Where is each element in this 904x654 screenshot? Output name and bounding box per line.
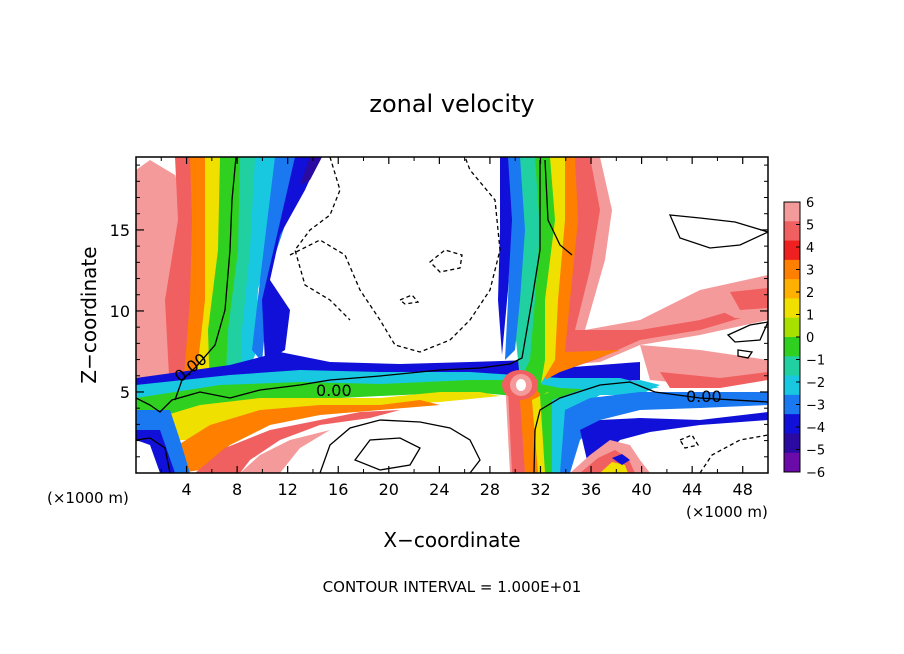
x-tick-label: 16 bbox=[328, 480, 348, 499]
contour-dashed bbox=[679, 434, 700, 449]
colorbar-label: −2 bbox=[806, 376, 825, 391]
field-region bbox=[560, 392, 768, 473]
x-tick-label: 44 bbox=[682, 480, 702, 499]
x-axis-label: X−coordinate bbox=[383, 528, 520, 552]
colorbar-swatch bbox=[784, 375, 800, 396]
colorbar-swatch bbox=[784, 202, 800, 222]
y-axis: 5 10 15 bbox=[110, 164, 768, 458]
contour bbox=[319, 419, 481, 473]
colorbar-label: 1 bbox=[806, 309, 814, 324]
contour-zero bbox=[533, 381, 768, 473]
field-region bbox=[560, 157, 768, 365]
field-region bbox=[262, 157, 320, 362]
contour-dashed bbox=[294, 157, 351, 321]
colorbar-swatch bbox=[784, 221, 800, 242]
field-region bbox=[150, 392, 500, 440]
x-tick-label: 32 bbox=[530, 480, 550, 499]
colorbar-swatch bbox=[784, 452, 800, 473]
colorbar-swatch bbox=[784, 414, 800, 434]
colorbar-label: 3 bbox=[806, 264, 814, 279]
contour-label: 0.00 bbox=[686, 387, 722, 406]
x-tick-label: 48 bbox=[733, 480, 753, 499]
contour bbox=[737, 349, 754, 359]
colorbar-label: 0 bbox=[806, 331, 814, 346]
x-tick-label: 20 bbox=[379, 480, 399, 499]
colorbar-label: −6 bbox=[806, 466, 825, 481]
y-tick-label: 15 bbox=[110, 221, 130, 240]
x-tick-label: 28 bbox=[480, 480, 500, 499]
colorbar-swatch bbox=[784, 337, 800, 357]
x-tick-label: 40 bbox=[631, 480, 651, 499]
contour bbox=[136, 437, 171, 473]
contour-label: 0.00 bbox=[316, 381, 352, 400]
contour-dashed bbox=[289, 157, 501, 353]
colorbar-swatch bbox=[784, 298, 800, 319]
plot-frame bbox=[135, 156, 769, 474]
contour-zero bbox=[544, 159, 573, 256]
x-axis: 4 8 12 16 20 24 28 32 36 40 44 48 bbox=[160, 157, 753, 499]
colorbar-swatch bbox=[784, 279, 800, 299]
field-region bbox=[136, 440, 160, 473]
field-region bbox=[612, 454, 630, 465]
colorbar-label: −5 bbox=[806, 444, 825, 459]
field-region bbox=[730, 288, 768, 310]
field-region bbox=[300, 157, 322, 185]
contour-zero bbox=[136, 160, 541, 413]
field-region bbox=[516, 379, 526, 391]
colorbar-swatch bbox=[784, 394, 800, 415]
heatmap-field bbox=[136, 157, 768, 473]
y-tick-label: 10 bbox=[110, 302, 130, 321]
colorbar-label: 2 bbox=[806, 286, 814, 301]
field-region bbox=[600, 462, 628, 473]
contours bbox=[136, 157, 768, 473]
colorbar-label: −4 bbox=[806, 421, 825, 436]
colorbar-swatch bbox=[784, 259, 800, 280]
field-region bbox=[240, 157, 290, 390]
colorbar: 6 5 4 3 2 1 0 −1 −2 −3 −4 −5 −6 bbox=[783, 196, 825, 481]
field-region bbox=[498, 157, 512, 355]
y-axis-label: Z−coordinate bbox=[77, 246, 101, 383]
x-tick-label: 8 bbox=[232, 480, 242, 499]
colorbar-swatch bbox=[784, 356, 800, 377]
x-tick-label: 12 bbox=[278, 480, 298, 499]
contour-dashed bbox=[699, 434, 768, 473]
colorbar-label: 4 bbox=[806, 241, 814, 256]
colorbar-label: −1 bbox=[806, 354, 825, 369]
contour bbox=[668, 214, 768, 249]
field-region bbox=[560, 157, 768, 372]
colorbar-swatch bbox=[784, 433, 800, 454]
contour bbox=[726, 321, 768, 343]
contour-zero bbox=[174, 157, 237, 401]
x-tick-label: 36 bbox=[581, 480, 601, 499]
field-region bbox=[136, 380, 600, 440]
contour-dashed bbox=[429, 249, 463, 273]
colorbar-swatch bbox=[784, 240, 800, 261]
field-region bbox=[660, 372, 768, 388]
colorbar-label: 5 bbox=[806, 219, 814, 234]
field-region bbox=[170, 400, 440, 473]
colorbar-label: −3 bbox=[806, 399, 825, 414]
field-region bbox=[240, 430, 330, 473]
field-region bbox=[195, 410, 400, 473]
x-tick-label: 24 bbox=[429, 480, 449, 499]
field-region bbox=[580, 412, 768, 473]
colorbar-label: 6 bbox=[806, 196, 814, 211]
colorbar-swatch bbox=[784, 317, 800, 338]
y-tick-label: 5 bbox=[120, 383, 130, 402]
field-region bbox=[552, 380, 660, 473]
contour-dashed bbox=[398, 294, 420, 305]
chart-title: zonal velocity bbox=[369, 90, 534, 118]
x-tick-label: 4 bbox=[181, 480, 191, 499]
footer-note: CONTOUR INTERVAL = 1.000E+01 bbox=[323, 578, 582, 596]
contour bbox=[353, 437, 421, 471]
x-unit-left: (×1000 m) bbox=[47, 489, 129, 507]
x-unit-right: (×1000 m) bbox=[686, 503, 768, 521]
